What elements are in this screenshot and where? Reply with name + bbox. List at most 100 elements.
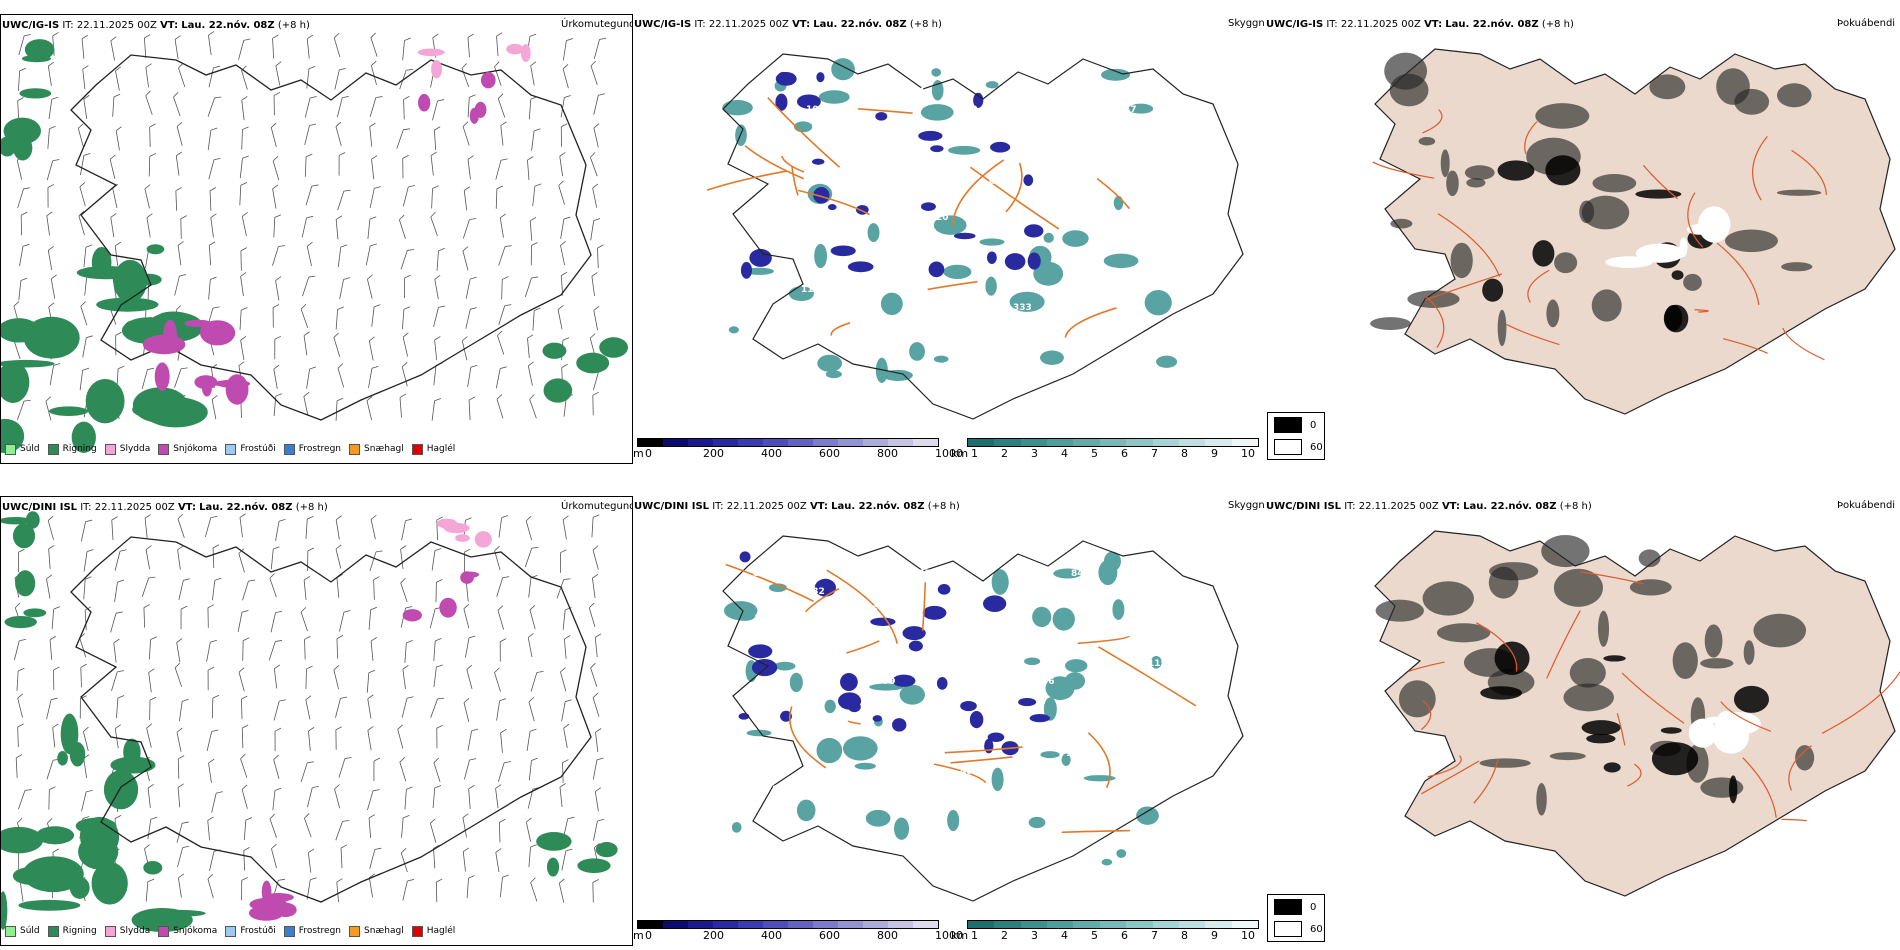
visibility-tick: 2: [1001, 447, 1008, 460]
wind-barb: [527, 156, 534, 181]
it-label: IT:: [694, 19, 706, 30]
road-line: [921, 582, 927, 631]
road-line: [846, 640, 880, 654]
wind-barb: [368, 814, 376, 838]
cloud-base-value: 13: [960, 285, 973, 295]
wind-barb: [593, 818, 605, 841]
fog-dark-area: [1683, 273, 1702, 291]
wind-barb: [300, 303, 309, 329]
cloud-base-area: [928, 261, 945, 278]
cloud-base-value: 107: [859, 123, 878, 133]
fog-dense-area: [1545, 155, 1581, 186]
wind-barb: [496, 698, 507, 721]
road-line: [1422, 109, 1443, 134]
visibility-area: [1101, 68, 1131, 81]
wind-barb: [114, 579, 124, 603]
legend-item: Haglél: [411, 925, 455, 937]
wind-barb: [529, 605, 536, 630]
wind-barb: [499, 638, 507, 662]
wind-barb: [337, 363, 345, 388]
ceiling-colorbar: m 0 200 400 600 800 1000: [633, 920, 963, 944]
rain-area: [123, 738, 141, 766]
wind-barb: [48, 786, 56, 810]
fog-dark-area: [1781, 262, 1813, 272]
wind-barb: [206, 639, 217, 662]
legend-label: Frostregn: [298, 444, 342, 454]
wind-barb: [304, 96, 317, 118]
wind-barb: [497, 605, 504, 630]
wind-barb: [592, 545, 599, 570]
wind-barb: [237, 610, 249, 632]
fog-dense-area: [1581, 720, 1621, 736]
sleet-area: [520, 44, 531, 62]
wind-barb: [495, 366, 507, 389]
wind-barb: [400, 606, 413, 628]
colorbar-step: [1178, 921, 1206, 928]
wind-barb: [80, 519, 93, 542]
model-name: UWC/IG-IS: [1266, 19, 1324, 30]
rain-area: [113, 259, 148, 303]
legend-swatch: [5, 925, 16, 937]
road-line: [969, 166, 1060, 230]
wind-barb: [83, 726, 89, 751]
wind-barb: [175, 151, 183, 176]
visibility-area: [1040, 751, 1060, 759]
legend-label: Snæhagl: [364, 926, 404, 936]
legend-swatch: [158, 925, 170, 937]
wind-barb: [431, 185, 439, 209]
precip-legend: Súld Rigning Slydda Snjókoma Frostúði Frostre…: [5, 441, 461, 457]
wind-barb: [494, 667, 501, 692]
colorbar-step: [994, 439, 1021, 446]
wind-barb: [111, 670, 125, 692]
legend-label: Súld: [20, 444, 40, 454]
cloud-base-area: [739, 551, 751, 563]
fog-dark-area: [1776, 83, 1812, 108]
rain-area: [69, 876, 90, 899]
visibility-area: [1024, 657, 1041, 666]
road-line: [1425, 295, 1445, 349]
cloud-base-area: [740, 261, 753, 279]
wind-barb: [338, 152, 346, 176]
visibility-colorbar-bar: [967, 920, 1259, 929]
road-line: [1475, 622, 1518, 672]
wind-barb: [593, 123, 600, 148]
wind-barb: [335, 215, 343, 240]
wind-barb: [176, 638, 183, 663]
wind-barb: [336, 95, 349, 118]
fog-dark-area: [1384, 52, 1428, 90]
cloud-base-area: [990, 141, 1011, 153]
wind-barb: [272, 156, 280, 181]
fog-legend-swatch: [1274, 899, 1302, 915]
wind-barb: [111, 516, 118, 540]
wind-barb: [465, 635, 476, 658]
cloud-base-area: [969, 711, 984, 729]
visibility-area: [991, 569, 1009, 595]
wind-barb: [240, 247, 248, 271]
wind-barb: [115, 126, 122, 151]
wind-barb: [560, 271, 568, 296]
visibility-area: [774, 661, 796, 671]
wind-barb: [468, 785, 475, 809]
rain-area: [12, 523, 36, 549]
lead-time: (+8 h): [1559, 501, 1592, 512]
legend-item: Slydda: [104, 443, 150, 455]
rain-area: [1, 891, 8, 930]
vt-value: Lau. 22.nóv. 08Z: [181, 20, 275, 31]
wind-barb: [594, 633, 602, 658]
road-line: [1425, 273, 1503, 301]
wind-barb: [174, 35, 181, 60]
wind-barb: [560, 95, 571, 118]
wind-barb: [46, 697, 58, 720]
wind-barb: [174, 662, 183, 687]
wind-barb: [241, 211, 248, 237]
wind-barb: [180, 215, 187, 239]
wind-barb: [270, 546, 280, 570]
wind-barb: [532, 307, 541, 331]
wind-barb: [177, 241, 184, 266]
wind-barb: [494, 545, 501, 571]
visibility-area: [1065, 659, 1088, 673]
field-name: Skyggni: [1228, 500, 1265, 511]
road-line: [1716, 242, 1760, 306]
wind-barb: [80, 301, 88, 326]
cloud-base-value: 13: [854, 785, 867, 795]
